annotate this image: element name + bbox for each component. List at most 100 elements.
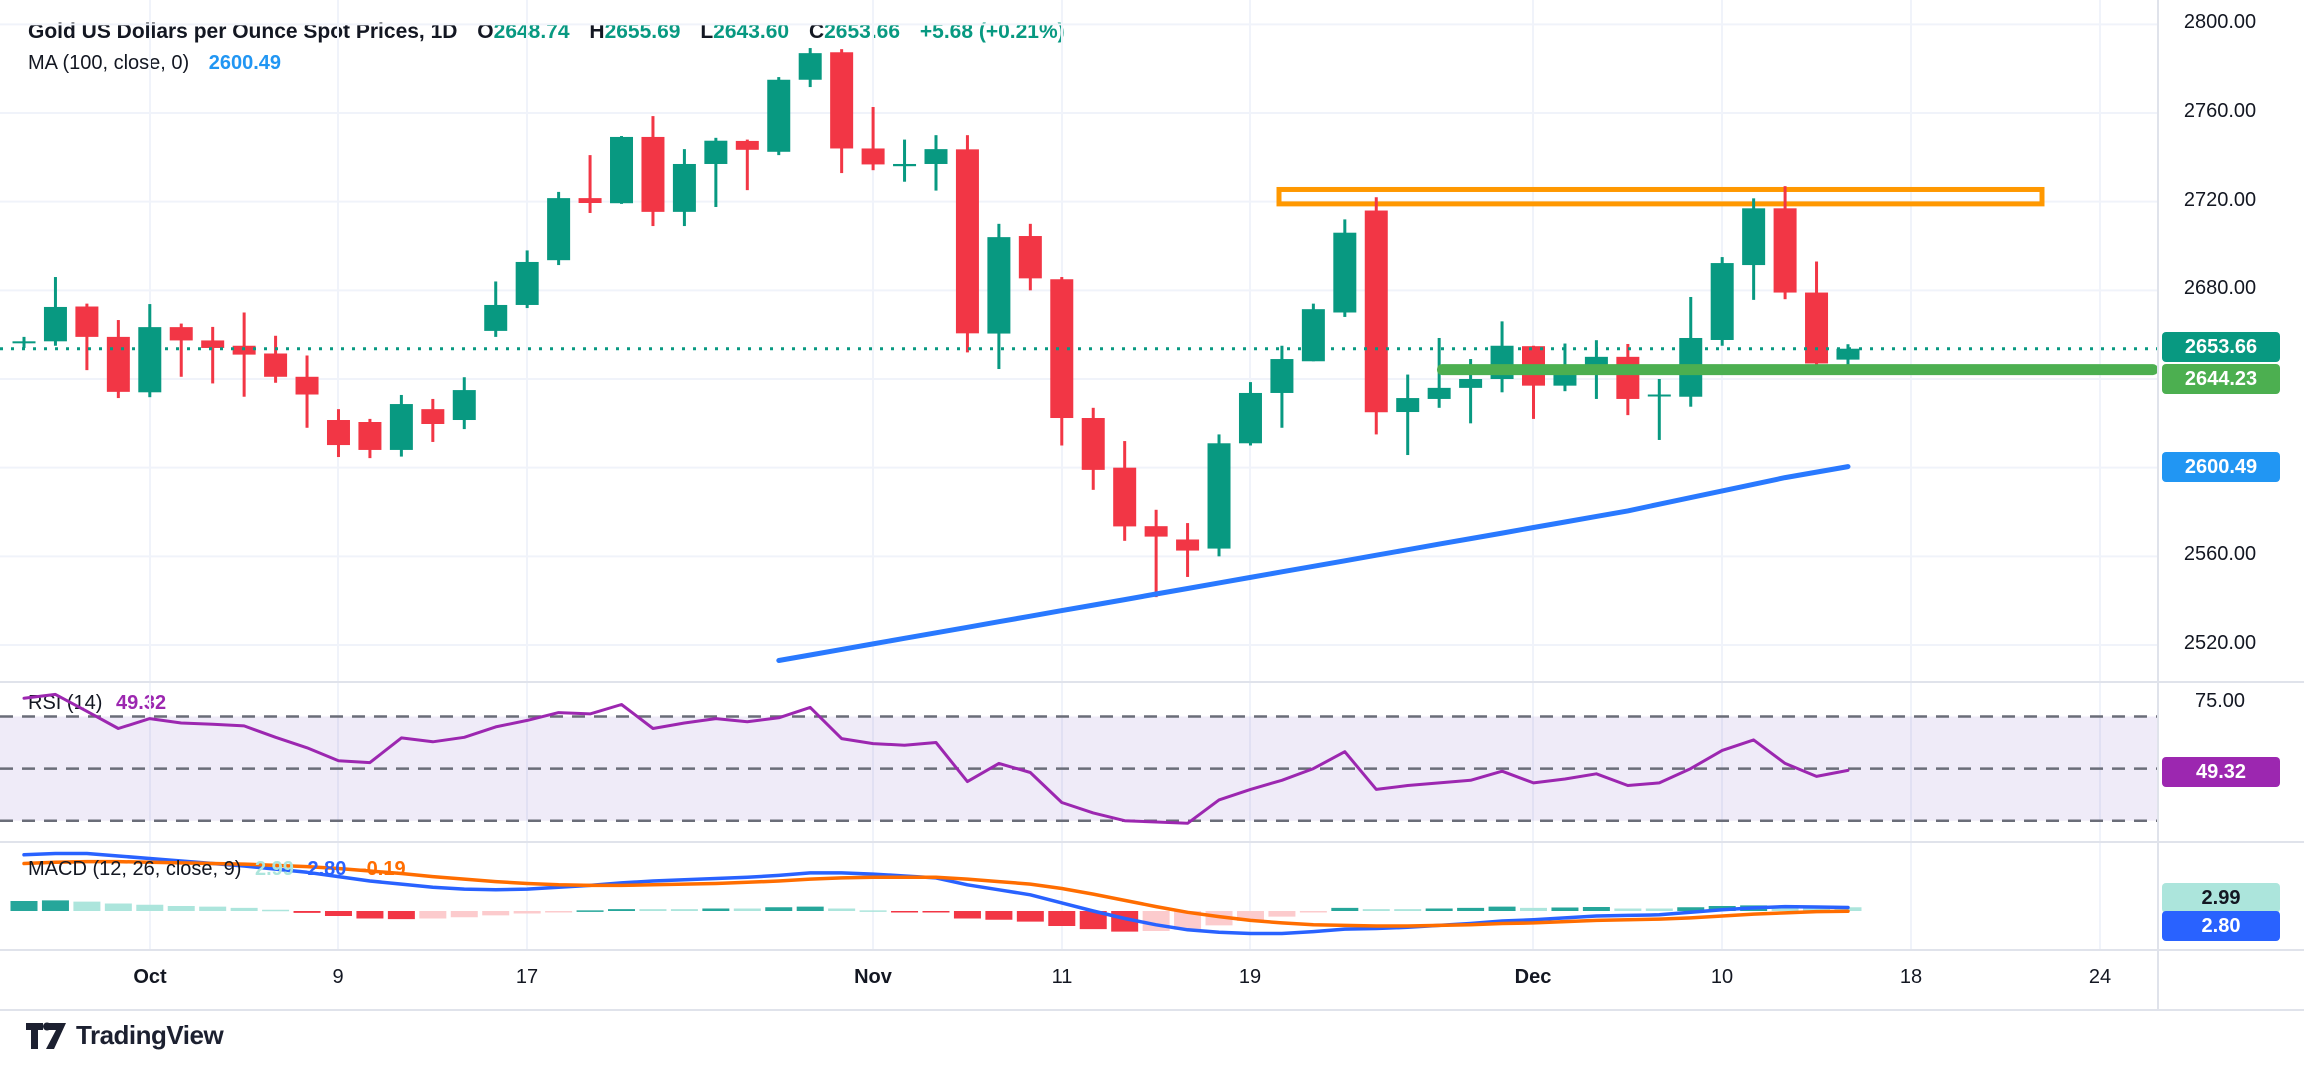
macd-histogram-bar [293, 911, 321, 913]
candle[interactable] [704, 137, 728, 207]
open-value: 2648.74 [493, 20, 570, 43]
candle[interactable] [861, 107, 885, 171]
candle[interactable] [1616, 343, 1640, 416]
candle[interactable] [452, 377, 476, 430]
time-axis-label[interactable]: 24 [2088, 966, 2112, 988]
candle[interactable] [547, 191, 571, 266]
candle[interactable] [1050, 277, 1074, 446]
macd-histogram-bar [1331, 907, 1359, 911]
macd-legend[interactable]: MACD (12, 26, close, 9) 2.99 2.80 -0.19 [28, 858, 406, 881]
candle-wick [871, 107, 875, 171]
candle[interactable] [201, 326, 225, 384]
time-axis-label[interactable]: 11 [1051, 966, 1073, 988]
macd-histogram-bar [104, 903, 132, 911]
candle[interactable] [1459, 359, 1483, 424]
ma-value-badge: 2600.49 [2162, 452, 2280, 482]
candle[interactable] [641, 116, 665, 227]
candle[interactable] [1836, 344, 1860, 372]
candle[interactable] [1679, 296, 1703, 407]
candle[interactable] [12, 336, 36, 348]
time-axis-label[interactable]: Oct [133, 966, 167, 988]
candle[interactable] [389, 394, 413, 457]
price-axis-label[interactable]: 2520.00 [2183, 632, 2257, 654]
candle[interactable] [1144, 509, 1168, 598]
candle[interactable] [1113, 441, 1137, 541]
candle-wick [588, 155, 592, 213]
time-axis-label[interactable]: 9 [332, 966, 344, 988]
candle-body [169, 327, 193, 341]
macd-histogram-bar [1174, 911, 1202, 930]
ma-100-line[interactable] [776, 464, 1851, 663]
price-axis-label[interactable]: 2680.00 [2183, 277, 2257, 300]
time-axis-label[interactable]: 19 [1238, 966, 1262, 988]
candle[interactable] [893, 139, 917, 182]
candle[interactable] [264, 335, 288, 383]
candle[interactable] [767, 77, 791, 156]
candle[interactable] [232, 312, 256, 397]
candle[interactable] [987, 223, 1011, 370]
candle[interactable] [75, 303, 99, 371]
time-axis-label[interactable]: Nov [854, 966, 892, 988]
candle[interactable] [1333, 219, 1357, 317]
candle[interactable] [830, 49, 854, 174]
candle[interactable] [1490, 321, 1514, 393]
candle[interactable] [1396, 374, 1420, 456]
candle[interactable] [1301, 303, 1325, 362]
candle[interactable] [735, 139, 759, 191]
candle[interactable] [169, 323, 193, 377]
candle[interactable] [295, 355, 319, 428]
candle[interactable] [1805, 261, 1829, 366]
macd-panel[interactable] [10, 851, 1862, 936]
candle[interactable] [106, 320, 130, 399]
candle[interactable] [1238, 382, 1262, 446]
candle-body [295, 376, 319, 395]
candle[interactable] [421, 398, 445, 442]
macd-histogram-bar [230, 907, 258, 911]
ma-legend[interactable]: MA (100, close, 0) 2600.49 [28, 52, 281, 75]
candle[interactable] [1018, 223, 1042, 291]
tradingview-logo[interactable]: TradingView [26, 1020, 224, 1051]
macd-histogram-bar [733, 908, 761, 911]
candle[interactable] [955, 135, 979, 353]
candle-body [1427, 387, 1451, 399]
candle[interactable] [43, 277, 67, 346]
time-axis-label[interactable]: 18 [1899, 966, 1923, 988]
symbol-legend[interactable]: Gold US Dollars per Ounce Spot Prices, 1… [28, 20, 1065, 44]
candle[interactable] [1773, 186, 1797, 300]
candlesticks[interactable] [12, 48, 1860, 598]
candle[interactable] [515, 250, 539, 309]
support-band-drawing[interactable] [1437, 364, 2158, 376]
candle-body [767, 79, 791, 152]
candle[interactable] [672, 149, 696, 227]
rsi-axis-label[interactable]: 75.00 [2194, 690, 2246, 713]
macd-histogram-bar [1488, 906, 1516, 911]
price-axis-label[interactable]: 2800.00 [2183, 11, 2257, 34]
macd-histogram-bar [639, 909, 667, 911]
price-axis-label[interactable]: 2760.00 [2183, 99, 2257, 122]
price-axis-label[interactable]: 2560.00 [2183, 543, 2257, 566]
candle[interactable] [358, 418, 382, 459]
resistance-box-drawing[interactable] [1276, 186, 2045, 207]
candle[interactable] [1710, 257, 1734, 346]
candle[interactable] [1647, 378, 1671, 440]
candle[interactable] [924, 135, 948, 191]
candle[interactable] [1742, 198, 1766, 300]
candle[interactable] [1081, 407, 1105, 490]
candle[interactable] [578, 155, 602, 213]
candle[interactable] [1207, 434, 1231, 557]
candle[interactable] [484, 281, 508, 337]
candle[interactable] [798, 48, 822, 88]
candle[interactable] [1270, 345, 1294, 428]
rsi-panel[interactable] [0, 692, 2158, 825]
time-axis-label[interactable]: 17 [515, 966, 539, 988]
time-axis-label[interactable]: Dec [1514, 966, 1552, 988]
price-axis-label[interactable]: 2720.00 [2183, 188, 2257, 211]
candle[interactable] [326, 409, 350, 458]
candle[interactable] [610, 136, 634, 204]
candle[interactable] [1364, 197, 1388, 435]
candle[interactable] [138, 304, 162, 398]
candle[interactable] [1522, 345, 1546, 419]
time-axis-label[interactable]: 10 [1710, 966, 1734, 988]
candle[interactable] [1176, 523, 1200, 577]
